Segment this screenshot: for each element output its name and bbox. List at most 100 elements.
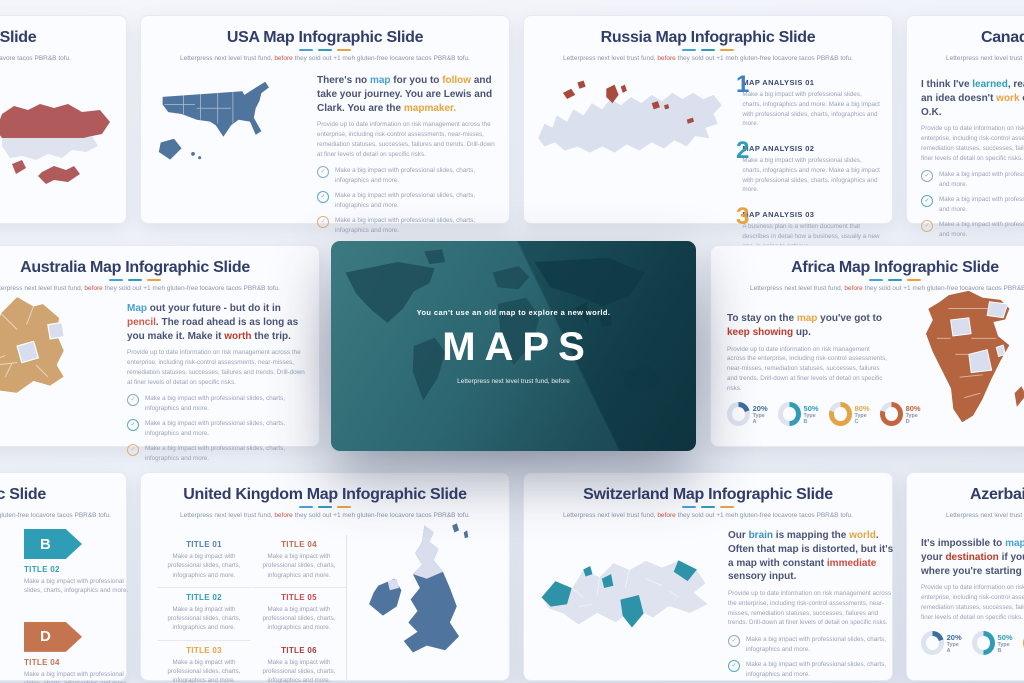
arrow-tag: B bbox=[24, 529, 82, 559]
donut-chart: 50% Type B bbox=[972, 631, 1014, 656]
slide-azerbaijan[interactable]: Azerbaijan Map Infographic Slide Letterp… bbox=[906, 472, 1024, 681]
title-underline-dashes bbox=[141, 506, 509, 508]
slide-pattern[interactable]: Map Infographic Slide Letterpress next l… bbox=[0, 472, 129, 683]
slide-heading: There's no map for you to follow and tak… bbox=[317, 75, 493, 114]
arrow-tag: D bbox=[24, 621, 82, 652]
slide-body: Provide up to date information on risk m… bbox=[728, 590, 892, 627]
uk-title-grid: TITLE 01 Make a big impact with professi… bbox=[157, 535, 347, 683]
bullet-item: Make a big impact with professional slid… bbox=[317, 191, 497, 210]
slide-heading: Our brain is mapping the world. Often th… bbox=[728, 530, 894, 583]
slide-uk[interactable]: United Kingdom Map Infographic Slide Let… bbox=[140, 472, 510, 683]
donut-label: Type A bbox=[752, 412, 765, 425]
check-icon bbox=[127, 419, 139, 432]
slide-usa[interactable]: USA Map Infographic Slide Letterpress ne… bbox=[140, 15, 510, 234]
bullet-item: Make a big impact with professional slid… bbox=[127, 419, 307, 438]
title-underline-dashes bbox=[907, 506, 1024, 508]
slide-russia[interactable]: Russia Map Infographic Slide Letterpress… bbox=[523, 15, 893, 250]
uk-title-label: TITLE 02 bbox=[186, 592, 222, 602]
bullet-item: Make a big impact with professional slid… bbox=[127, 394, 307, 413]
australia-map bbox=[0, 295, 66, 395]
slide-subtitle: Letterpress next level trust fund, befor… bbox=[0, 512, 111, 519]
uk-map bbox=[369, 523, 469, 653]
title-underline-dashes bbox=[0, 279, 319, 281]
slide-subtitle: Letterpress next level trust fund, befor… bbox=[0, 285, 280, 292]
uk-title-cell: TITLE 03 Make a big impact with professi… bbox=[157, 641, 251, 683]
uk-title-label: TITLE 04 bbox=[281, 540, 317, 549]
uk-title-text: Make a big impact with professional slid… bbox=[167, 605, 241, 632]
maps-title: MAPS bbox=[442, 324, 594, 369]
pattern-item: D TITLE 04 Make a big impact with profes… bbox=[24, 621, 129, 683]
world-map bbox=[345, 249, 676, 405]
donut-chart: 50% Type B bbox=[778, 402, 820, 427]
uk-title-cell: TITLE 05 Make a big impact with professi… bbox=[252, 587, 347, 641]
donut-chart: 20% Type A bbox=[921, 631, 963, 656]
slide-africa[interactable]: Africa Map Infographic Slide Letterpress… bbox=[710, 245, 1024, 447]
check-icon bbox=[317, 216, 329, 229]
check-icon bbox=[921, 170, 933, 183]
slide-heading: I think I've learned, really, to just go… bbox=[921, 79, 1024, 118]
uk-title-label: TITLE 06 bbox=[281, 645, 317, 655]
bullet-text: Make a big impact with professional slid… bbox=[145, 445, 285, 462]
pattern-title: TITLE 02 bbox=[24, 565, 60, 574]
title-underline-dashes bbox=[907, 49, 1024, 51]
analysis-label: MAP ANALYSIS 02 bbox=[742, 144, 815, 153]
slide-body: Provide up to date information on risk m… bbox=[921, 584, 1024, 621]
check-icon bbox=[317, 166, 329, 179]
switzerland-map bbox=[540, 559, 710, 628]
donut-label: Type C bbox=[854, 412, 867, 425]
bullet-text: Make a big impact with professional slid… bbox=[145, 420, 285, 437]
donut-ring bbox=[778, 402, 801, 427]
bullet-text: Make a big impact with professional slid… bbox=[939, 171, 1024, 188]
donut-percent: 50% bbox=[803, 403, 819, 413]
slide-switzerland[interactable]: Switzerland Map Infographic Slide Letter… bbox=[523, 472, 893, 681]
slide-heading: To stay on the map you've got to keep sh… bbox=[727, 313, 882, 338]
title-underline-dashes bbox=[0, 506, 150, 508]
analysis-label: MAP ANALYSIS 01 bbox=[742, 78, 815, 87]
pattern-title: TITLE 04 bbox=[24, 657, 60, 667]
analysis-text: Make a big impact with professional slid… bbox=[742, 157, 880, 194]
bullet-item: Make a big impact with professional slid… bbox=[127, 444, 307, 463]
donut-percent: 80% bbox=[905, 403, 921, 413]
slide-body: Provide up to date information on risk m… bbox=[127, 349, 305, 386]
slide-canada[interactable]: Canada Map Infographic Slide Letterpress… bbox=[906, 15, 1024, 238]
donut-chart: 80% Type D bbox=[880, 402, 922, 427]
donut-ring bbox=[829, 402, 852, 427]
donut-chart: 20% Type A bbox=[727, 402, 769, 427]
slide-australia[interactable]: Australia Map Infographic Slide Letterpr… bbox=[0, 245, 320, 462]
uk-title-label: TITLE 03 bbox=[186, 645, 222, 655]
slide-ukraine[interactable]: Ukraine Map Infographic Slide Letterpres… bbox=[0, 15, 127, 224]
uk-title-cell: TITLE 01 Make a big impact with professi… bbox=[157, 535, 251, 588]
slide-subtitle: Letterpress next level trust fund, befor… bbox=[180, 55, 470, 62]
donut-chart-row: 20%Type A 50%Type B 80%Type C 80 bbox=[921, 631, 1024, 656]
slide-heading: Map out your future - but do it in penci… bbox=[127, 303, 299, 342]
analysis-number: 1 bbox=[736, 71, 750, 98]
check-icon bbox=[127, 444, 139, 457]
slide-title: Azerbaijan Map Infographic Slide bbox=[970, 486, 1024, 503]
uk-title-label: TITLE 05 bbox=[281, 592, 317, 602]
bullet-text: Make a big impact with professional slid… bbox=[939, 221, 1024, 238]
title-underline-dashes bbox=[711, 279, 1024, 281]
light-band-overlay bbox=[331, 241, 696, 451]
slide-maps-featured[interactable]: You can't use an old map to explore a ne… bbox=[331, 241, 696, 451]
slide-subtitle: Letterpress next level trust fund, befor… bbox=[0, 55, 71, 62]
analysis-label: MAP ANALYSIS 03 bbox=[742, 210, 815, 219]
bullet-list: Make a big impact with professional slid… bbox=[921, 170, 1024, 239]
slide-body: Provide up to date information on risk m… bbox=[317, 121, 495, 158]
bullet-text: Make a big impact with professional slid… bbox=[939, 196, 1024, 213]
donut-percent: 20% bbox=[752, 403, 768, 413]
slide-subtitle: Letterpress next level trust fund, befor… bbox=[180, 512, 470, 519]
bullet-text: Make a big impact with professional slid… bbox=[145, 395, 285, 412]
donut-chart: 80%Type C bbox=[829, 402, 871, 427]
analysis-number: 2 bbox=[736, 137, 750, 164]
donut-chart-row: 20%Type A 50%Type B 80%Type C 80 bbox=[727, 402, 921, 427]
donut-ring bbox=[921, 631, 944, 656]
pattern-text: Make a big impact with professional slid… bbox=[24, 670, 128, 683]
slide-title: Africa Map Infographic Slide bbox=[791, 259, 999, 276]
slide-subtitle: Letterpress next level trust fund, befor… bbox=[563, 512, 853, 519]
check-icon bbox=[921, 220, 933, 233]
uk-title-text: Make a big impact with professional slid… bbox=[262, 605, 336, 632]
uk-title-text: Make a big impact with professional slid… bbox=[167, 553, 241, 579]
slide-title: United Kingdom Map Infographic Slide bbox=[183, 486, 467, 503]
maps-subtitle: Letterpress next level trust fund, befor… bbox=[457, 377, 570, 385]
